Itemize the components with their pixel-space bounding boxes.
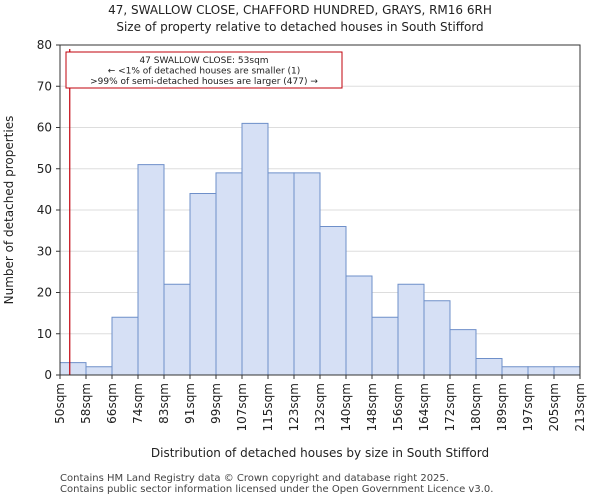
bar <box>215 172 243 376</box>
x-tick-label: 197sqm <box>521 383 535 431</box>
bar <box>137 164 165 376</box>
annotation-line: >99% of semi-detached houses are larger … <box>90 77 318 87</box>
bar <box>475 358 503 376</box>
x-tick-label: 99sqm <box>209 383 223 424</box>
x-tick-label: 148sqm <box>365 383 379 431</box>
footer-line-2: Contains public sector information licen… <box>60 484 494 495</box>
bar <box>267 172 295 376</box>
y-axis-label: Number of detached properties <box>2 116 16 305</box>
bar <box>371 316 399 376</box>
bar <box>501 366 529 376</box>
chart-subtitle: Size of property relative to detached ho… <box>116 20 483 34</box>
x-tick-label: 164sqm <box>417 383 431 431</box>
x-tick-label: 107sqm <box>235 383 249 431</box>
x-tick-label: 66sqm <box>105 383 119 424</box>
annotation-line: ← <1% of detached houses are smaller (1) <box>108 67 301 77</box>
x-tick-label: 140sqm <box>339 383 353 431</box>
y-tick-label: 20 <box>37 286 52 300</box>
x-tick-label: 172sqm <box>443 383 457 431</box>
bar <box>345 275 373 376</box>
y-tick-label: 0 <box>44 368 52 382</box>
bar <box>163 283 191 376</box>
x-tick-label: 180sqm <box>469 383 483 431</box>
bars <box>59 122 581 376</box>
x-tick-label: 213sqm <box>573 383 587 431</box>
bar <box>85 366 113 376</box>
x-tick-label: 74sqm <box>131 383 145 424</box>
plot-frame <box>59 44 581 376</box>
x-tick-label: 205sqm <box>547 383 561 431</box>
x-tick-label: 156sqm <box>391 383 405 431</box>
x-axis: 50sqm 58sqm 66sqm 74sqm 83sqm 91sqm 99sqm 107sq… <box>53 375 587 431</box>
x-tick-label: 123sqm <box>287 383 301 431</box>
annotation-box <box>65 51 343 89</box>
bar <box>189 193 217 376</box>
bar <box>241 122 269 376</box>
footer-line-1: Contains HM Land Registry data © Crown c… <box>60 473 449 484</box>
chart-title: 47, SWALLOW CLOSE, CHAFFORD HUNDRED, GRA… <box>108 3 492 17</box>
bar <box>553 366 581 376</box>
y-tick-label: 50 <box>37 162 52 176</box>
y-tick-label: 60 <box>37 121 52 135</box>
y-tick-label: 30 <box>37 244 52 258</box>
y-tick-label: 80 <box>37 38 52 52</box>
bar <box>293 172 321 376</box>
annotation-line: 47 SWALLOW CLOSE: 53sqm <box>139 56 268 66</box>
y-tick-label: 70 <box>37 79 52 93</box>
x-tick-label: 132sqm <box>313 383 327 431</box>
bar <box>423 300 451 376</box>
x-tick-label: 83sqm <box>157 383 171 424</box>
bar <box>397 283 425 376</box>
x-tick-label: 115sqm <box>261 383 275 431</box>
y-tick-label: 40 <box>37 203 52 217</box>
x-axis-label: Distribution of detached houses by size … <box>151 446 489 460</box>
bar <box>527 366 555 376</box>
bar <box>449 329 477 376</box>
property-marker: 47 SWALLOW CLOSE: 53sqm← <1% of detached… <box>65 49 343 375</box>
y-tick-label: 10 <box>37 327 52 341</box>
bar <box>319 226 347 376</box>
y-axis: 0 10 20 30 40 50 60 70 80 <box>37 38 60 382</box>
x-tick-label: 58sqm <box>79 383 93 424</box>
x-tick-label: 50sqm <box>53 383 67 424</box>
x-tick-label: 91sqm <box>183 383 197 424</box>
x-tick-label: 189sqm <box>495 383 509 431</box>
bar <box>59 362 87 376</box>
bar <box>111 316 139 376</box>
